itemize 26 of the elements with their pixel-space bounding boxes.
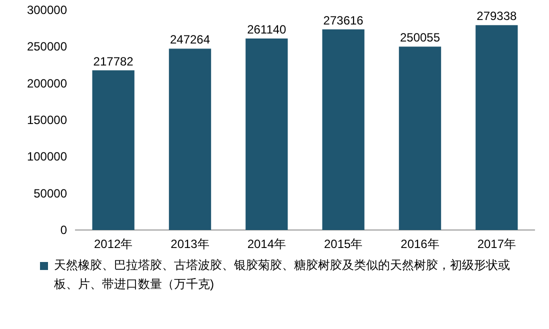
data-label: 247264 xyxy=(170,32,210,47)
y-tick-label: 250000 xyxy=(26,40,68,54)
bar xyxy=(246,38,288,230)
y-tick-label: 50000 xyxy=(34,186,68,200)
y-tick-label: 100000 xyxy=(26,150,68,164)
y-tick-label: 150000 xyxy=(26,113,68,127)
x-tick-label: 2012年 xyxy=(94,237,133,251)
x-tick-label: 2017年 xyxy=(477,237,516,251)
x-tick-label: 2014年 xyxy=(247,237,286,251)
y-tick-label: 200000 xyxy=(26,76,68,90)
data-label: 217782 xyxy=(93,54,134,68)
x-tick-label: 2016年 xyxy=(400,237,440,251)
bar xyxy=(476,25,518,230)
y-tick-label: 300000 xyxy=(26,3,68,17)
legend-label: 天然橡胶、巴拉塔胶、古塔波胶、银胶菊胶、糖胶树胶及类似的天然树胶，初级形状或板、片、带进口数量（万千克) xyxy=(54,257,511,293)
data-label: 279338 xyxy=(476,9,518,24)
bar xyxy=(322,29,364,230)
bar xyxy=(92,70,134,230)
x-tick-label: 2013年 xyxy=(170,237,210,251)
y-tick-label: 0 xyxy=(60,223,68,237)
data-label: 273616 xyxy=(323,13,364,28)
data-label: 261140 xyxy=(247,22,287,36)
bar xyxy=(398,46,442,230)
bar xyxy=(168,48,212,230)
x-tick-label: 2015年 xyxy=(324,237,363,251)
data-label: 250055 xyxy=(400,30,440,45)
